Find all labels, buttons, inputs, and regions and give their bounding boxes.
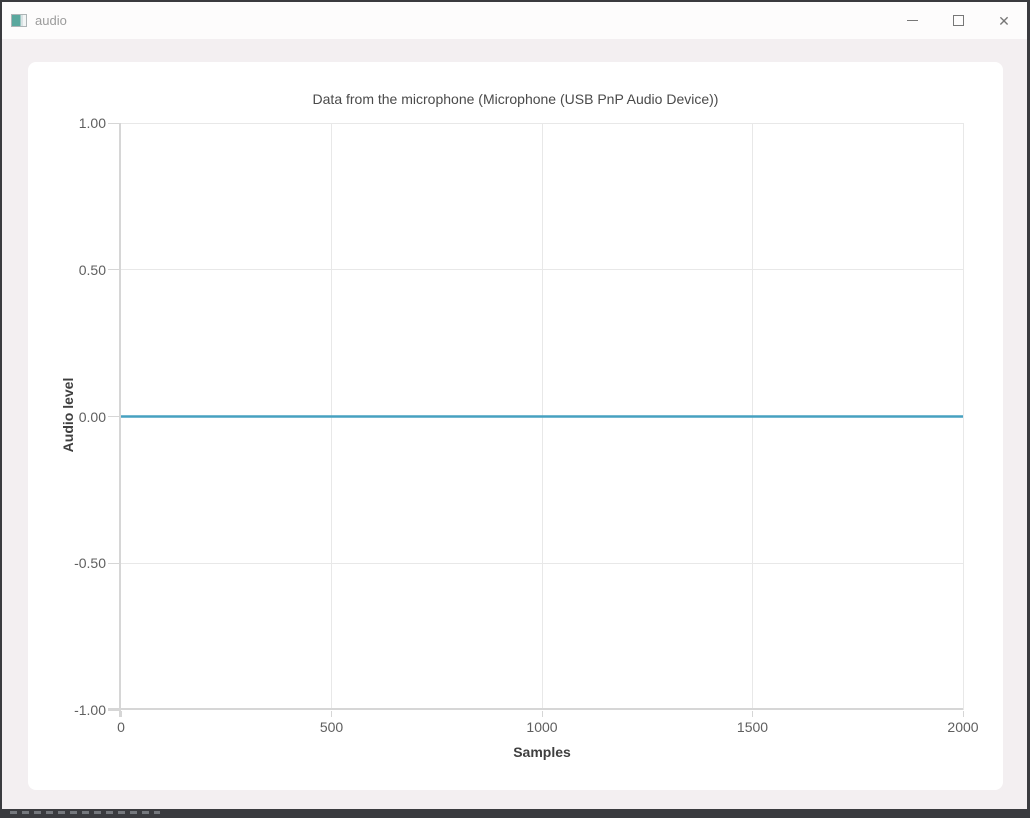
y-tick-mark <box>108 562 121 564</box>
x-tick-label: 1500 <box>736 719 769 735</box>
x-tick-mark <box>120 711 122 717</box>
y-tick-mark <box>108 416 121 417</box>
x-tick-mark <box>331 711 332 717</box>
window-title: audio <box>35 13 67 28</box>
y-tick-mark <box>108 269 121 271</box>
y-axis-title: Audio level <box>60 377 76 453</box>
y-tick-label: 1.00 <box>78 115 106 131</box>
y-tick-label: -0.50 <box>74 555 106 572</box>
x-tick-mark <box>962 711 964 717</box>
background-window-edge <box>0 809 1030 818</box>
minimize-icon <box>906 20 918 21</box>
plot-area: 1.00 0.50 0.00 -0.50 -1.00 0 500 1000 1500 2000 <box>28 62 1003 790</box>
y-tick-label: 0.00 <box>78 408 106 425</box>
x-axis-title: Samples <box>513 744 571 760</box>
chart-title: Data from the microphone (Microphone (US… <box>312 91 719 107</box>
series-line-audio-level <box>121 415 963 418</box>
maximize-button[interactable] <box>935 2 981 39</box>
x-tick-label: 1000 <box>526 719 558 735</box>
maximize-icon <box>952 15 964 26</box>
x-axis-line <box>108 708 963 710</box>
close-icon: ✕ <box>998 12 1010 29</box>
x-tick-label: 500 <box>319 719 344 735</box>
y-tick-label: -1.00 <box>74 702 106 718</box>
x-tick-mark <box>752 711 753 717</box>
x-tick-mark <box>541 711 543 717</box>
cut-off-text-marks <box>10 811 160 814</box>
x-tick-label: 0 <box>117 719 125 735</box>
titlebar: audio ✕ <box>2 2 1027 39</box>
y-tick-label: 0.50 <box>78 261 106 278</box>
minimize-button[interactable] <box>889 2 935 39</box>
y-tick-mark <box>108 709 121 711</box>
close-button[interactable]: ✕ <box>981 2 1027 39</box>
chart-card: Data from the microphone (Microphone (US… <box>28 62 1003 790</box>
x-tick-label: 2000 <box>947 719 979 735</box>
app-icon <box>11 14 27 27</box>
y-axis-line <box>119 123 121 717</box>
y-tick-mark <box>108 122 121 124</box>
